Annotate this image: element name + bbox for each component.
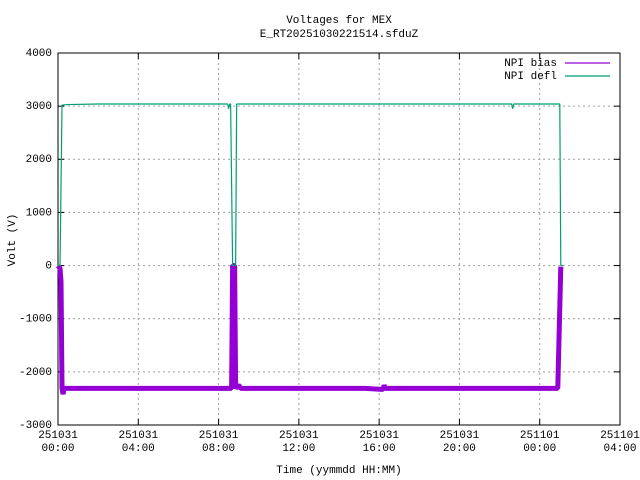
chart-subtitle: E_RT20251030221514.sfduZ <box>260 29 419 41</box>
data-line <box>58 103 563 267</box>
chart-title: Voltages for MEX <box>286 15 392 27</box>
x-tick-label: 251031 16:00 <box>359 430 399 455</box>
x-tick-label: 251031 12:00 <box>279 430 319 455</box>
x-tick-label: 251031 04:00 <box>118 430 159 455</box>
data-line <box>56 263 564 395</box>
x-tick-label: 251031 20:00 <box>439 430 480 455</box>
y-tick-label: -2000 <box>19 367 52 379</box>
legend-label: NPI defl <box>504 71 557 83</box>
y-tick-label: -1000 <box>19 314 52 326</box>
y-tick-label: 1000 <box>26 207 52 219</box>
y-axis-label: Volt (V) <box>7 214 19 267</box>
x-tick-label: 251101 00:00 <box>519 430 560 455</box>
y-tick-label: 0 <box>45 260 52 272</box>
y-tick-label: -3000 <box>19 420 52 432</box>
x-axis-label: Time (yymmdd HH:MM) <box>276 465 401 477</box>
x-tick-label: 251101 04:00 <box>600 430 640 455</box>
y-tick-label: 4000 <box>26 48 52 60</box>
x-tick-label: 251031 00:00 <box>38 430 78 455</box>
legend-label: NPI bias <box>504 58 557 70</box>
y-tick-label: 2000 <box>26 154 52 166</box>
x-tick-label: 251031 08:00 <box>198 430 239 455</box>
plot-border <box>57 52 621 426</box>
y-tick-label: 3000 <box>26 101 52 113</box>
